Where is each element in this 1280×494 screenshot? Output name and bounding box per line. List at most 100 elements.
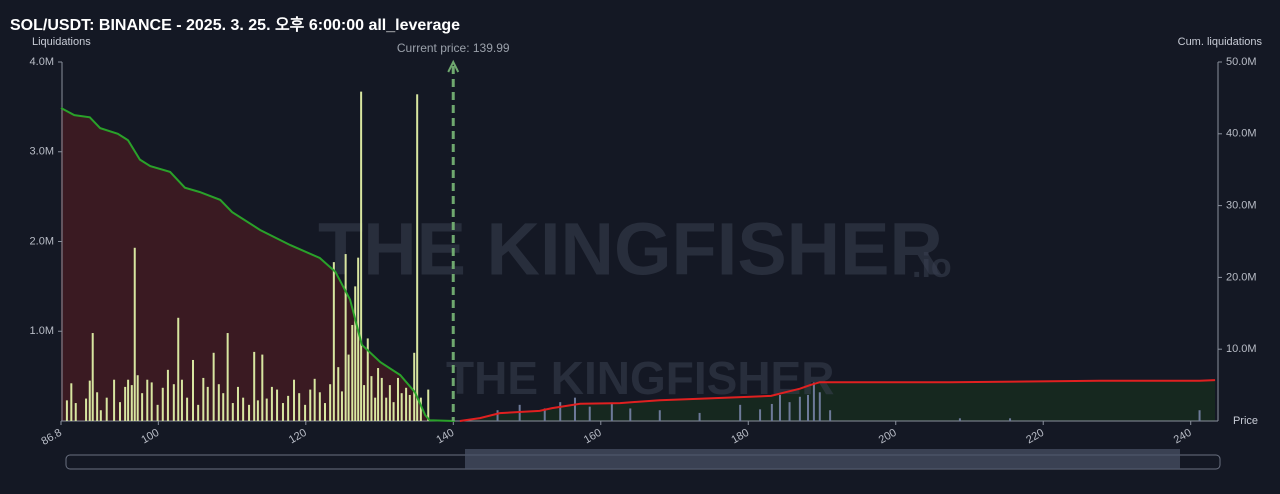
x-tick-label: 100 xyxy=(139,427,161,447)
x-tick-label: 140 xyxy=(434,427,456,447)
liquidation-bar xyxy=(392,402,395,421)
liquidation-bar xyxy=(265,398,268,421)
liquidation-bar xyxy=(313,378,316,421)
liquidation-bar xyxy=(222,393,225,421)
liquidation-bar xyxy=(413,352,416,421)
liquidation-bar xyxy=(191,359,194,421)
liquidation-bar xyxy=(146,379,149,421)
liquidation-bar xyxy=(658,410,661,421)
liquidation-bar xyxy=(85,398,88,421)
liquidation-bar xyxy=(396,377,399,421)
liquidation-bar xyxy=(242,397,245,421)
liquidation-bar xyxy=(366,338,369,421)
x-tick-label: 120 xyxy=(287,427,309,447)
liquidation-bar xyxy=(374,397,377,421)
liquidation-bar xyxy=(759,409,762,421)
liquidation-bar xyxy=(212,352,215,421)
liquidation-bar xyxy=(236,386,239,421)
liquidation-bar xyxy=(261,354,264,421)
liquidation-bar xyxy=(186,397,189,421)
liquidation-bar xyxy=(150,382,153,421)
liquidation-bar xyxy=(118,402,121,421)
chart-title: SOL/USDT: BINANCE - 2025. 3. 25. 오후 6:00… xyxy=(10,15,460,34)
liquidation-bar xyxy=(161,387,164,421)
liquidation-bar xyxy=(337,367,340,421)
liquidation-bar xyxy=(293,379,296,421)
x-tick-label: 180 xyxy=(729,427,751,447)
liquidation-bar xyxy=(113,379,116,421)
liquidation-bar xyxy=(248,404,251,421)
y2-tick-label: 50.0M xyxy=(1226,56,1257,68)
liquidation-bar xyxy=(133,247,136,421)
liquidation-bar xyxy=(130,385,133,421)
liquidation-bar xyxy=(698,412,701,421)
liquidation-bar xyxy=(543,408,546,421)
liquidation-bar xyxy=(1198,410,1201,421)
liquidation-bar xyxy=(156,404,159,421)
liquidation-bar xyxy=(573,397,576,421)
liquidation-bar xyxy=(70,383,73,421)
liquidation-bar xyxy=(298,393,301,421)
y2-tick-label: 20.0M xyxy=(1226,271,1257,283)
liquidation-bar xyxy=(217,384,220,421)
scrollbar-thumb[interactable] xyxy=(465,449,1180,469)
liquidation-bar xyxy=(385,397,388,421)
liquidation-bar xyxy=(96,392,99,421)
liquidation-bar xyxy=(270,386,273,421)
y2-axis-title: Cum. liquidations xyxy=(1178,36,1263,48)
current-price-arrow xyxy=(447,59,460,73)
liquidation-bar xyxy=(180,379,183,421)
liquidation-bar xyxy=(226,333,229,421)
liquidation-bar xyxy=(177,317,180,421)
liquidation-bar xyxy=(812,382,815,421)
liquidation-bar xyxy=(99,410,102,421)
liquidation-bar xyxy=(610,403,613,421)
liquidation-bar xyxy=(91,333,94,421)
cum-line xyxy=(60,107,455,422)
liquidation-bar xyxy=(588,406,591,421)
liquidation-bar xyxy=(347,354,350,421)
y2-tick-label: 30.0M xyxy=(1226,200,1257,212)
cum-line xyxy=(459,379,1216,422)
liquidation-bar xyxy=(360,91,363,422)
liquidation-bar xyxy=(778,394,781,421)
cum-area xyxy=(459,380,1216,421)
liquidation-bar xyxy=(818,392,821,421)
liquidation-bar xyxy=(405,387,408,421)
liquidation-bar xyxy=(377,368,380,421)
liquidation-bar xyxy=(408,394,411,421)
current-price-label: Current price: 139.99 xyxy=(397,41,510,55)
liquidation-bar xyxy=(287,395,290,421)
liquidation-bar xyxy=(304,404,307,421)
y-tick-label: 2.0M xyxy=(30,235,54,247)
cum-area xyxy=(61,108,455,421)
liquidation-bar xyxy=(798,396,801,421)
liquidation-bar xyxy=(323,403,326,421)
liquidation-bar xyxy=(363,385,366,421)
liquidation-bar xyxy=(202,377,205,421)
liquidation-bar xyxy=(206,386,209,421)
y2-tick-label: 10.0M xyxy=(1226,343,1257,355)
liquidation-bar xyxy=(253,351,256,421)
liquidation-bar xyxy=(276,389,279,421)
x-tick-label: 86.8 xyxy=(39,427,64,448)
liquidation-bar xyxy=(318,392,321,421)
liquidation-bar xyxy=(416,94,419,421)
liquidation-bar xyxy=(559,402,562,421)
liquidation-bar xyxy=(124,386,127,421)
liquidation-bar xyxy=(354,286,357,421)
y2-tick-label: 40.0M xyxy=(1226,128,1257,140)
watermark-suffix: .io xyxy=(912,247,952,285)
watermark: THE KINGFISHER xyxy=(318,208,943,291)
liquidation-bar xyxy=(806,394,809,421)
x-tick-label: 240 xyxy=(1172,427,1194,447)
liquidation-bar xyxy=(419,397,422,421)
liquidation-bar xyxy=(739,404,742,421)
liquidation-bar xyxy=(309,389,312,421)
liquidation-bar xyxy=(958,418,961,421)
liquidation-bar xyxy=(1009,418,1012,421)
y-tick-label: 3.0M xyxy=(30,146,54,158)
y-axis-title: Liquidations xyxy=(32,36,91,48)
y-tick-label: 4.0M xyxy=(30,56,54,68)
